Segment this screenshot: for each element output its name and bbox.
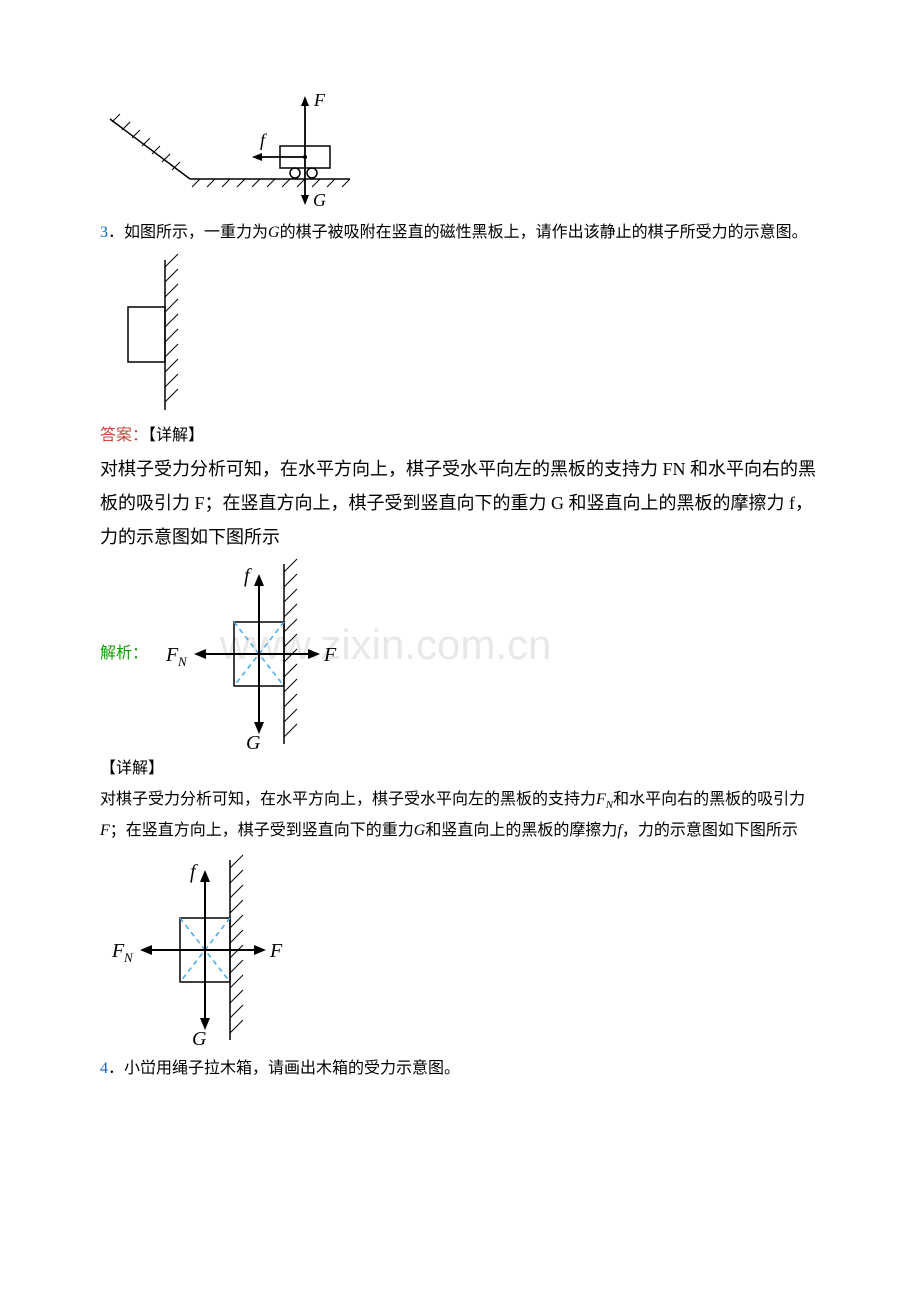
label-F-top: F xyxy=(313,90,326,110)
svg-text:G: G xyxy=(246,732,261,754)
svg-text:F: F xyxy=(269,940,283,962)
detail-label-2: 【详解】 xyxy=(100,754,820,784)
page-content: F f G 3．如图所示，一重力为G的棋子被吸附在竖直的磁性黑板上，请作出该静止… xyxy=(100,84,820,1085)
svg-text:F: F xyxy=(323,644,337,666)
answer-block-1: 答案：【详解】 xyxy=(100,421,820,451)
question-4: 4．小峃用绳子拉木箱，请画出木箱的受力示意图。 xyxy=(100,1054,820,1084)
figure-q3-given xyxy=(100,252,820,417)
svg-text:F: F xyxy=(165,644,179,666)
question-3: 3．如图所示，一重力为G的棋子被吸附在竖直的磁性黑板上，请作出该静止的棋子所受力… xyxy=(100,218,820,248)
svg-text:F: F xyxy=(111,940,125,962)
figure-top: F f G xyxy=(100,84,820,214)
analysis-label: 解析： xyxy=(100,639,148,669)
svg-text:G: G xyxy=(192,1028,207,1050)
q4-number: 4 xyxy=(100,1060,108,1077)
answer-text-2: 对棋子受力分析可知，在水平方向上，棋子受水平向左的黑板的支持力FN和水平向右的黑… xyxy=(100,785,820,846)
analysis-figure-row: 解析： f xyxy=(100,554,820,754)
label-f-top: f xyxy=(260,130,268,150)
figure-force-diagram-2: f G F N F xyxy=(100,850,820,1050)
svg-text:N: N xyxy=(177,654,188,669)
answer-text-1: 对棋子受力分析可知，在水平方向上，棋子受水平向左的黑板的支持力 FN 和水平向右… xyxy=(100,452,820,555)
svg-text:N: N xyxy=(123,950,134,965)
q3-number: 3 xyxy=(100,224,108,241)
svg-text:f: f xyxy=(244,565,252,587)
svg-text:f: f xyxy=(190,861,198,883)
label-G-top: G xyxy=(313,190,326,210)
answer-label: 答案： xyxy=(100,427,148,444)
